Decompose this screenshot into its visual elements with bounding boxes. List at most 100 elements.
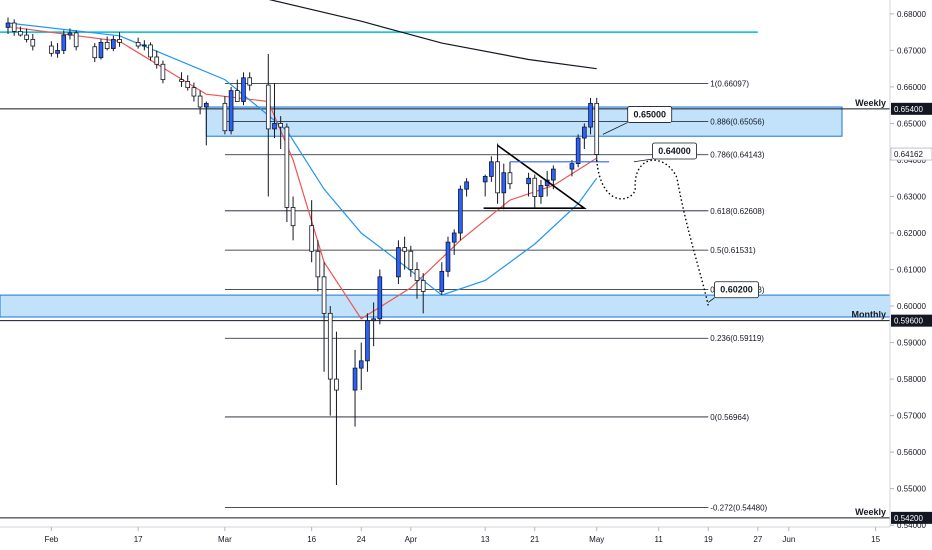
candle-body: [402, 247, 407, 252]
candle-body: [538, 185, 544, 197]
callout-label: 0.65000: [633, 109, 666, 119]
price-tick-label: 0.54000: [897, 521, 926, 530]
callout-pointer: [708, 297, 715, 303]
time-tick-label: 16: [307, 535, 316, 544]
candle-body: [507, 172, 513, 185]
price-tick-label: 0.57000: [897, 412, 926, 421]
level-price-tag-label: 0.59600: [894, 317, 923, 326]
candle-body: [532, 177, 538, 197]
candle-body: [551, 168, 556, 181]
price-axis[interactable]: 0.68000 0.67000 0.66000 0.65000 0.64000 0.630…: [889, 0, 932, 530]
candle-body: [408, 250, 414, 270]
candle-body: [489, 161, 494, 177]
time-tick-label: 21: [530, 535, 539, 544]
candle-body: [191, 87, 197, 97]
candle-body: [464, 181, 469, 190]
fib-label: 0.618(0.62608): [710, 207, 765, 216]
candle-body: [228, 90, 234, 132]
candle-body: [117, 39, 122, 43]
callout-box: [714, 281, 759, 299]
candle-body: [55, 49, 60, 54]
candle-body: [135, 41, 141, 47]
candle-body: [203, 102, 209, 108]
price-tick-label: 0.65000: [897, 119, 926, 128]
candle-body: [265, 84, 271, 130]
price-tick-label: 0.67000: [897, 46, 926, 55]
callout-label: 0.64000: [658, 146, 691, 156]
zones: [0, 106, 891, 318]
candle-body: [321, 276, 327, 314]
price-tick-label: 0.63000: [897, 192, 926, 201]
candle-body: [582, 126, 587, 139]
time-tick-label: Apr: [405, 535, 418, 544]
candle-body: [377, 276, 383, 320]
candle-body: [234, 90, 240, 102]
candle-body: [73, 32, 79, 48]
time-tick-label: 24: [357, 535, 366, 544]
fib-label: -0.272(0.54480): [710, 504, 767, 513]
time-tick-label: Feb: [44, 535, 58, 544]
candle-body: [315, 250, 321, 278]
fib-label: 0.236(0.59119): [710, 334, 764, 343]
candle-body: [451, 232, 457, 243]
time-tick-label: 13: [481, 535, 490, 544]
candle-body: [445, 241, 451, 272]
candle-body: [61, 34, 67, 51]
level-price-tag: [891, 511, 932, 524]
candle-body: [104, 41, 110, 49]
fib-label: 0.886(0.65056): [710, 117, 765, 126]
candle-body: [5, 22, 11, 28]
candle-body: [358, 360, 364, 369]
candle-body: [458, 188, 463, 234]
candle-body: [352, 367, 358, 391]
candle-body: [284, 126, 290, 208]
time-tick-label: Mar: [218, 535, 232, 544]
candle-body: [98, 41, 104, 59]
candle-body: [179, 79, 184, 82]
level-label: Weekly: [855, 507, 886, 517]
level-label: Monthly: [852, 310, 887, 320]
level-price-tag: [891, 102, 932, 115]
drawings: [483, 144, 709, 307]
candle-body: [111, 39, 116, 49]
price-tick-label: 0.64000: [897, 156, 926, 165]
projection-path: [596, 159, 709, 307]
level-price-tag-label: 0.54200: [894, 514, 923, 523]
candle-body: [482, 175, 488, 183]
candle-body: [18, 31, 23, 36]
candle-body: [160, 63, 166, 81]
candle-body: [49, 45, 54, 54]
support-resistance-zone: [0, 294, 891, 318]
triangle-pattern: [483, 144, 587, 209]
candle-body: [575, 137, 581, 165]
candle-body: [241, 77, 246, 102]
candle-body: [185, 81, 191, 89]
fib-label: 0.5(0.61531): [710, 246, 756, 255]
time-axis[interactable]: Feb 17 Mar 16 24 Apr 13 21 May 11 19 27 Jun 15: [0, 526, 890, 544]
price-tick-label: 0.68000: [897, 10, 926, 19]
fib-label: 0.786(0.64143): [710, 151, 765, 160]
moving-average-line: [268, 0, 597, 70]
candle-body: [396, 247, 401, 278]
fib-label: 1(0.66097): [710, 79, 749, 88]
last-price-tag: [890, 147, 932, 161]
level-price-tag: [891, 314, 932, 327]
candle-body: [371, 318, 376, 322]
candle-body: [501, 172, 507, 194]
candle-body: [222, 102, 228, 132]
candle-body: [309, 225, 314, 252]
last-price-label: 0.64162: [894, 150, 923, 159]
price-tick-label: 0.59000: [897, 339, 926, 348]
moving-average-line: [7, 26, 598, 320]
candle-body: [197, 95, 203, 108]
candle-body: [278, 123, 283, 128]
moving-averages: [7, 0, 598, 320]
time-tick-label: May: [589, 535, 604, 544]
candle-body: [142, 44, 147, 47]
time-tick-label: 17: [134, 535, 143, 544]
price-tick-label: 0.56000: [897, 448, 926, 457]
callout-pointer: [633, 158, 653, 163]
callout-box: [627, 106, 673, 123]
fib-label: 0(0.56964): [710, 413, 749, 422]
